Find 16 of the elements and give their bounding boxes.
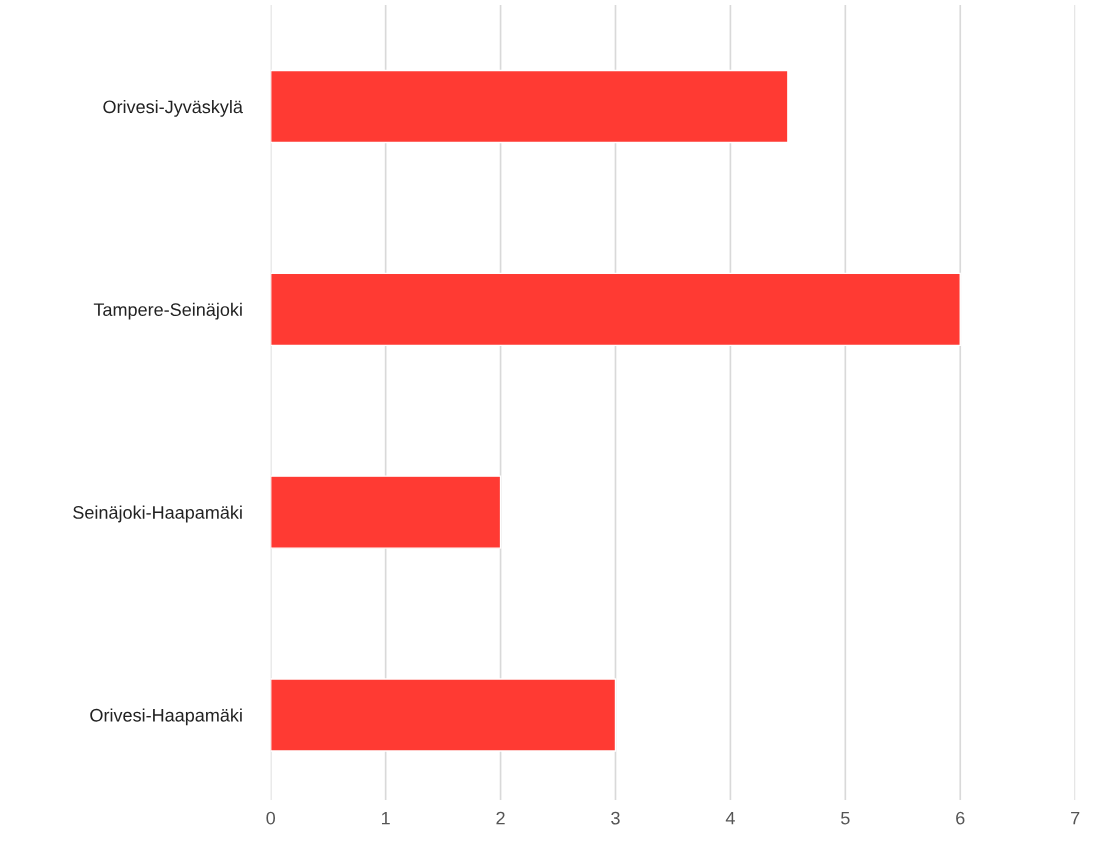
x-tick-label: 7	[1071, 811, 1080, 825]
bar	[270, 678, 617, 752]
bar	[270, 475, 502, 549]
x-tick-label: 5	[841, 811, 850, 825]
bar	[270, 272, 961, 347]
x-tick-label: 3	[611, 811, 620, 825]
bar	[270, 69, 789, 144]
y-tick-label: Seinäjoki-Haapamäki	[73, 505, 242, 523]
x-tick-label: 0	[266, 811, 276, 825]
y-tick-label: Orivesi-Haapamäki	[90, 708, 242, 726]
x-tick-label: 6	[956, 811, 965, 825]
y-tick-label: Orivesi-Jyväskylä	[103, 99, 243, 117]
y-tick-label: Tampere-Seinäjoki	[93, 302, 242, 320]
x-tick-label: 2	[496, 811, 505, 825]
x-tick-label: 4	[725, 811, 735, 825]
x-tick-label: 1	[381, 811, 390, 825]
